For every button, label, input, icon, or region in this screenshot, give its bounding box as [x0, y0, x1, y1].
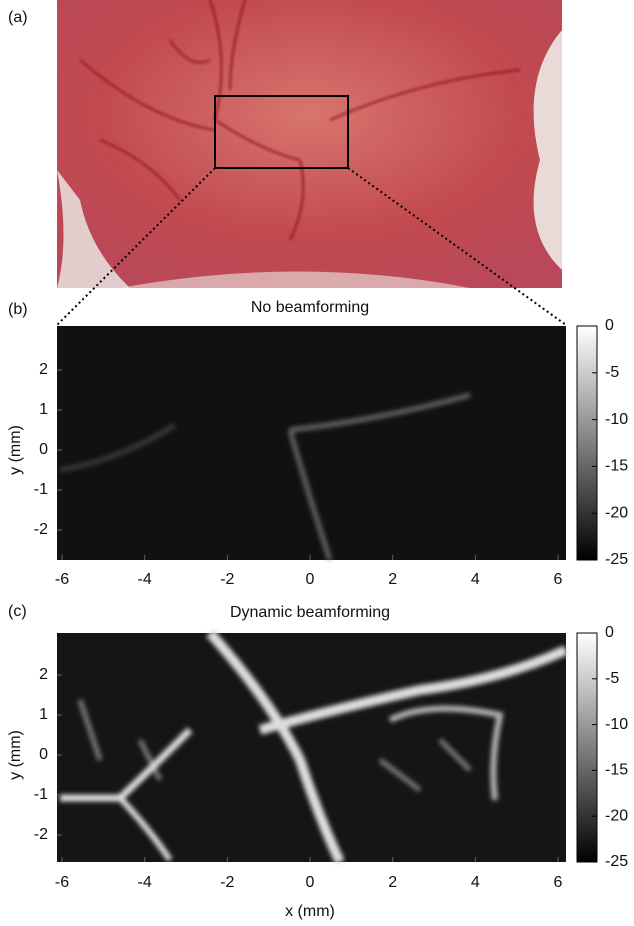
x-tick-label: 4	[471, 874, 480, 891]
x-tick-label: 6	[554, 571, 563, 588]
x-tick-label: -2	[220, 874, 234, 891]
colorbar-tick-label: -25	[605, 551, 628, 568]
colorbar-tick-label: -5	[605, 670, 619, 687]
y-tick-label: 2	[39, 666, 48, 683]
panel-label: (b)	[8, 301, 28, 318]
colorbar-tick-label: -15	[605, 762, 628, 779]
colorbar-tick-label: -25	[605, 853, 628, 870]
colorbar-tick-label: -15	[605, 458, 628, 475]
y-tick-label: -2	[34, 521, 48, 538]
y-tick-label: 0	[39, 746, 48, 763]
y-tick-label: 1	[39, 706, 48, 723]
y-tick-label: 0	[39, 441, 48, 458]
x-axis-label: x (mm)	[285, 903, 335, 920]
x-tick-label: 2	[388, 874, 397, 891]
panel-title: No beamforming	[251, 299, 369, 316]
page: (a) (b)No beamformingy (mm)-6-4-20246210…	[0, 0, 634, 926]
x-tick-label: 6	[554, 874, 563, 891]
x-tick-label: -2	[220, 571, 234, 588]
colorbar-tick-label: -5	[605, 364, 619, 381]
y-axis-label: y (mm)	[7, 730, 24, 780]
x-tick-label: -6	[55, 571, 69, 588]
y-tick-label: 2	[39, 361, 48, 378]
x-tick-label: -4	[138, 571, 152, 588]
image-b	[57, 326, 566, 560]
panel-title: Dynamic beamforming	[230, 604, 390, 621]
panel-label: (c)	[8, 603, 27, 620]
colorbar-tick-label: 0	[605, 624, 614, 641]
x-tick-label: 0	[306, 571, 315, 588]
x-tick-label: 2	[388, 571, 397, 588]
colorbar-tick-label: -20	[605, 504, 628, 521]
x-tick-label: -4	[138, 874, 152, 891]
colorbar-tick-label: -20	[605, 807, 628, 824]
figure: (a) (b)No beamformingy (mm)-6-4-20246210…	[0, 0, 634, 926]
y-axis-label: y (mm)	[7, 425, 24, 475]
colorbar-tick-label: -10	[605, 411, 628, 428]
y-tick-label: 1	[39, 401, 48, 418]
x-tick-label: 4	[471, 571, 480, 588]
colorbar-tick-label: 0	[605, 317, 614, 334]
y-tick-label: -1	[34, 786, 48, 803]
colorbar	[577, 326, 597, 560]
y-tick-label: -1	[34, 481, 48, 498]
colorbar-tick-label: -10	[605, 716, 628, 733]
x-tick-label: 0	[306, 874, 315, 891]
x-tick-label: -6	[55, 874, 69, 891]
colorbar	[577, 633, 597, 862]
panel-label: (a)	[8, 9, 28, 26]
y-tick-label: -2	[34, 826, 48, 843]
photo	[57, 0, 566, 325]
image-c	[57, 633, 566, 862]
